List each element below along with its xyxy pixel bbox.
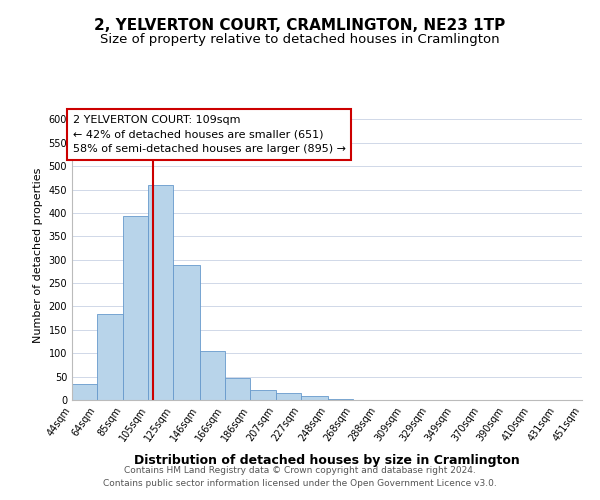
Bar bbox=[200, 351, 225, 400]
Bar bbox=[97, 314, 124, 400]
Bar bbox=[124, 216, 148, 400]
Bar bbox=[328, 399, 353, 400]
Bar bbox=[276, 393, 301, 400]
Bar bbox=[250, 390, 276, 400]
Bar bbox=[301, 396, 328, 400]
X-axis label: Distribution of detached houses by size in Cramlington: Distribution of detached houses by size … bbox=[134, 454, 520, 467]
Bar bbox=[225, 378, 250, 400]
Bar bbox=[72, 384, 97, 400]
Text: Size of property relative to detached houses in Cramlington: Size of property relative to detached ho… bbox=[100, 32, 500, 46]
Bar bbox=[173, 265, 200, 400]
Text: 2, YELVERTON COURT, CRAMLINGTON, NE23 1TP: 2, YELVERTON COURT, CRAMLINGTON, NE23 1T… bbox=[94, 18, 506, 32]
Text: Contains HM Land Registry data © Crown copyright and database right 2024.
Contai: Contains HM Land Registry data © Crown c… bbox=[103, 466, 497, 487]
Text: 2 YELVERTON COURT: 109sqm
← 42% of detached houses are smaller (651)
58% of semi: 2 YELVERTON COURT: 109sqm ← 42% of detac… bbox=[73, 114, 346, 154]
Bar bbox=[148, 185, 173, 400]
Y-axis label: Number of detached properties: Number of detached properties bbox=[33, 168, 43, 342]
